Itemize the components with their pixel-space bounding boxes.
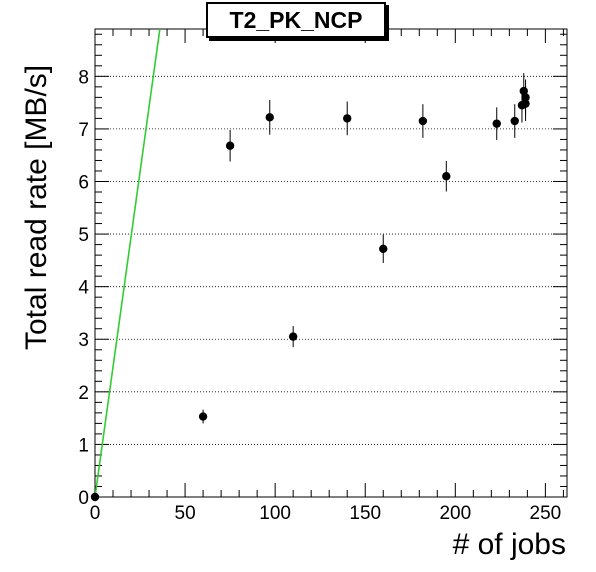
y-tick-label: 7 — [78, 120, 89, 141]
data-point — [225, 141, 235, 150]
data-point — [521, 99, 530, 108]
x-tick-label: 250 — [530, 503, 562, 524]
x-tick-label: 150 — [349, 503, 381, 524]
x-tick-label: 100 — [259, 503, 291, 524]
plot-frame — [94, 28, 568, 498]
x-tick-label: 50 — [175, 503, 196, 524]
y-tick-label: 0 — [78, 488, 89, 509]
x-tick-label: 0 — [90, 503, 101, 524]
fit-lines — [95, 29, 161, 497]
y-tick-label: 8 — [78, 67, 89, 88]
chart-title: T2_PK_NCP — [206, 2, 386, 38]
data-point — [510, 116, 519, 126]
x-tick-label: 200 — [439, 503, 471, 524]
y-axis-ticks: 0 1 2 3 4 5 6 7 8 — [78, 33, 567, 509]
y-tick-label: 2 — [78, 383, 89, 404]
y-tick-label: 3 — [78, 330, 89, 351]
data-point — [442, 172, 451, 181]
data-point — [90, 492, 100, 502]
data-point — [492, 119, 501, 128]
y-tick-label: 1 — [78, 435, 89, 456]
data-point — [418, 116, 428, 126]
data-point — [265, 113, 274, 122]
axes — [94, 28, 568, 498]
data-point — [198, 412, 208, 421]
data-points — [90, 73, 530, 502]
y-tick-label: 5 — [78, 225, 89, 246]
y-tick-label: 6 — [78, 172, 89, 193]
data-point — [379, 244, 388, 254]
grid-lines — [95, 75, 567, 445]
reference-line — [95, 29, 161, 497]
y-axis-label: Total read rate [MB/s] — [20, 64, 53, 350]
y-tick-label: 4 — [78, 278, 89, 299]
data-point — [288, 332, 298, 341]
data-point — [343, 114, 352, 123]
x-axis-label: # of jobs — [452, 528, 566, 561]
chart-title-text: T2_PK_NCP — [229, 6, 363, 33]
x-axis-ticks: 0 50 100 150 200 250 — [90, 29, 564, 524]
